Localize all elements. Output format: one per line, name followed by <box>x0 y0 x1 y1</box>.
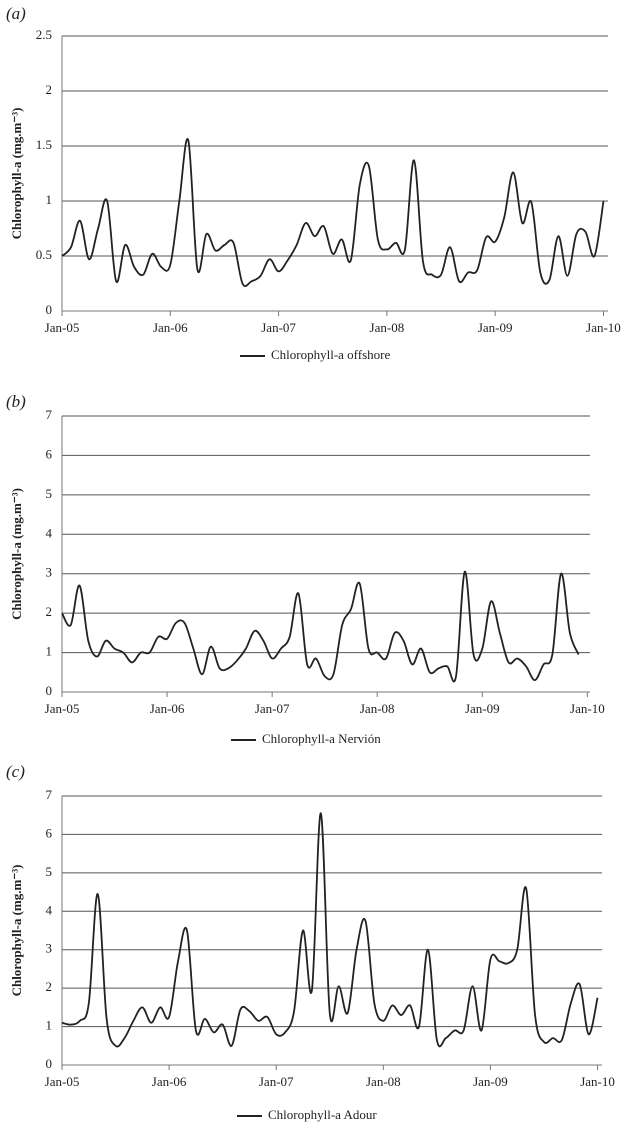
y-tick-label: 2.5 <box>36 27 52 42</box>
y-tick-label: 3 <box>46 565 53 580</box>
x-tick-label: Jan-10 <box>570 701 605 716</box>
data-line <box>61 812 599 1048</box>
x-tick-label: Jan-07 <box>255 701 290 716</box>
x-tick-label: Jan-10 <box>580 1074 615 1089</box>
x-tick-label: Jan-05 <box>45 701 80 716</box>
x-tick-label: Jan-07 <box>259 1074 294 1089</box>
x-tick-label: Jan-08 <box>366 1074 401 1089</box>
y-tick-label: 1.5 <box>36 137 52 152</box>
x-tick-label: Jan-08 <box>360 701 395 716</box>
x-tick-label: Jan-06 <box>153 320 188 335</box>
legend-label: Chlorophyll-a Nervión <box>262 731 381 746</box>
y-tick-label: 7 <box>46 407 53 422</box>
panel-label: (b) <box>6 392 26 411</box>
y-tick-label: 5 <box>46 486 53 501</box>
panel-label: (c) <box>6 762 25 781</box>
x-tick-label: Jan-09 <box>465 701 500 716</box>
y-tick-label: 4 <box>46 902 53 917</box>
panel-label: (a) <box>6 4 26 23</box>
y-tick-label: 1 <box>46 1018 53 1033</box>
y-axis-label: Chlorophyll-a (mg.m⁻³) <box>9 108 24 240</box>
y-tick-label: 0 <box>46 1056 53 1071</box>
y-axis-label: Chlorophyll-a (mg.m⁻³) <box>9 865 24 997</box>
x-tick-label: Jan-08 <box>370 320 405 335</box>
x-tick-label: Jan-06 <box>150 701 185 716</box>
y-tick-label: 5 <box>46 864 53 879</box>
y-tick-label: 2 <box>46 979 53 994</box>
x-tick-label: Jan-09 <box>478 320 513 335</box>
y-tick-label: 3 <box>46 941 53 956</box>
y-tick-label: 6 <box>46 825 53 840</box>
y-tick-label: 4 <box>46 525 53 540</box>
x-tick-label: Jan-10 <box>586 320 621 335</box>
x-tick-label: Jan-05 <box>45 320 80 335</box>
data-line <box>61 570 580 683</box>
y-tick-label: 0 <box>46 683 53 698</box>
x-tick-label: Jan-05 <box>45 1074 80 1089</box>
y-tick-label: 0.5 <box>36 247 52 262</box>
legend-label: Chlorophyll-a Adour <box>268 1107 377 1122</box>
y-tick-label: 0 <box>46 302 53 317</box>
y-tick-label: 1 <box>46 644 53 659</box>
legend-label: Chlorophyll-a offshore <box>271 347 390 362</box>
y-tick-label: 6 <box>46 446 53 461</box>
x-tick-label: Jan-07 <box>261 320 296 335</box>
y-axis-label: Chlorophyll-a (mg.m⁻³) <box>9 488 24 620</box>
y-tick-label: 2 <box>46 604 53 619</box>
y-tick-label: 2 <box>46 82 53 97</box>
y-tick-label: 7 <box>46 787 53 802</box>
x-tick-label: Jan-09 <box>473 1074 508 1089</box>
data-line <box>61 137 605 287</box>
y-tick-label: 1 <box>46 192 53 207</box>
x-tick-label: Jan-06 <box>152 1074 187 1089</box>
